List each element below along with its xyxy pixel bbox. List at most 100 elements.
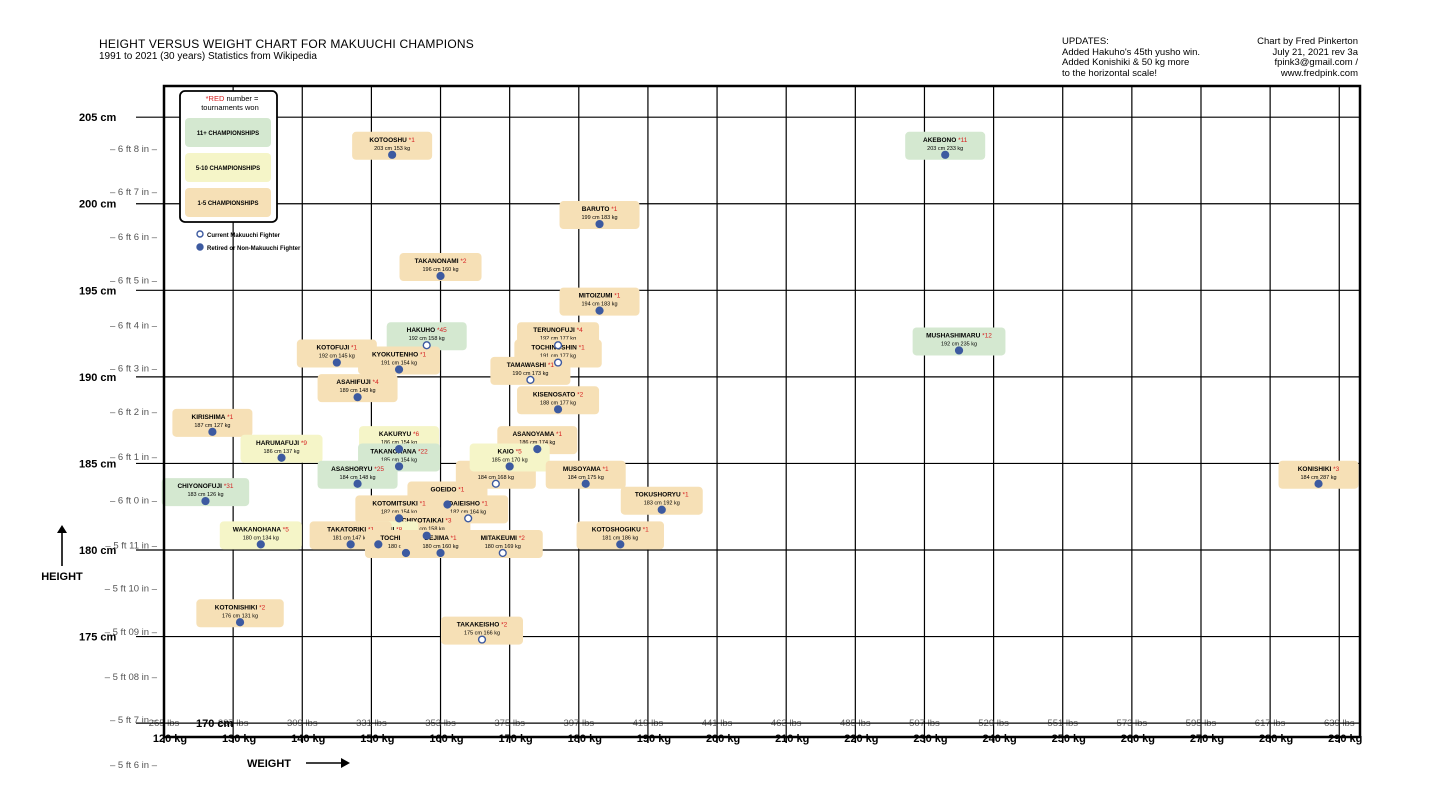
point-name: KONISHIKI *3	[1298, 466, 1340, 473]
point-name: HAKUHO *45	[407, 327, 447, 334]
point-stats: 181 cm 158 kg	[409, 527, 445, 533]
point-bubble	[219, 521, 302, 550]
credits-line: fpink3@gmail.com /	[1274, 57, 1358, 68]
point-name: CHIYONOFUJI *31	[177, 483, 233, 490]
point-stats: 185 cm 154 kg	[381, 457, 417, 463]
point-name: KAIO *5	[498, 448, 523, 455]
data-point-marker	[464, 514, 473, 523]
point-stats: 184 cm 168 kg	[478, 475, 514, 481]
point-bubble	[196, 599, 284, 628]
data-point-marker	[332, 358, 341, 367]
legend-current-label: Current Makuuchi Fighter	[207, 233, 281, 239]
point-bubble	[352, 131, 433, 160]
x-tick-label-kg: 160 kg	[429, 733, 463, 745]
point-name: BARUTO *1	[582, 206, 618, 213]
y-tick-label-ft: – 5 ft 6 in –	[110, 760, 158, 771]
chart-credits: Chart by Fred Pinkerton July 21, 2021 re…	[1205, 36, 1358, 79]
point-bubble	[240, 434, 323, 463]
point-stats: 192 cm 145 kg	[319, 354, 355, 360]
data-point-marker	[616, 540, 625, 549]
legend-retired-label: Retired or Non-Makuuchi Fighter	[207, 246, 301, 252]
data-point-label: CHIYONOFUJI *31 183 cm 126 kg	[161, 478, 250, 507]
data-point-marker	[401, 548, 411, 558]
data-point-marker	[436, 271, 445, 281]
legend: *RED number =tournaments won 11+ CHAMPION…	[179, 90, 278, 223]
x-tick-label-kg: 290 kg	[1328, 733, 1362, 745]
data-point-marker	[491, 479, 500, 488]
data-point-marker	[1314, 479, 1323, 488]
point-name: ASANOYAMA *1	[512, 431, 562, 438]
data-point-marker	[256, 540, 265, 549]
point-name: KYOKUTENHO *1	[372, 351, 427, 358]
point-stats: 184 cm 175 kg	[568, 475, 604, 481]
legend-retired-marker	[196, 243, 204, 251]
data-point-label: ASAHIFUJI *4 189 cm 148 kg	[317, 374, 398, 403]
point-bubble	[576, 521, 664, 550]
legend-swatch	[185, 153, 271, 182]
point-name: WAKANOHANA *5	[233, 526, 289, 533]
data-point-marker	[394, 445, 404, 454]
point-stats: 187 cm 127 kg	[194, 423, 230, 429]
data-point-label: KOTOOSHU *1 203 cm 153 kg	[352, 131, 433, 160]
point-stats: 191 cm 154 kg	[381, 360, 417, 366]
y-tick-label-ft: – 5 ft 08 in –	[105, 672, 158, 683]
point-bubble	[912, 327, 1006, 356]
point-name: CHIYOTAIKAI *3	[402, 518, 452, 525]
data-point-marker	[201, 496, 210, 506]
point-bubble	[441, 616, 524, 645]
point-stats: 191 cm 177 kg	[540, 354, 576, 360]
x-tick-label-kg: 120 kg	[153, 733, 187, 745]
point-stats: 185 cm 170 kg	[492, 457, 528, 463]
updates-line: Added Hakuho's 45th yusho win.	[1062, 46, 1201, 58]
point-name: TERUNOFUJI *4	[533, 327, 583, 334]
point-name: AKEBONO *11	[923, 137, 968, 144]
data-point-label: MITOIZUMI *1 194 cm 183 kg	[559, 287, 640, 316]
y-axis-arrow-head	[57, 525, 67, 533]
data-point-marker	[526, 375, 535, 384]
y-tick-label-ft: – 6 ft 3 in –	[110, 364, 158, 375]
x-tick-label-kg: 210 kg	[775, 733, 809, 745]
point-name: DEJIMA *1	[424, 535, 457, 542]
y-tick-label-cm: 175 cm	[79, 632, 117, 644]
point-name: KOTOFUJI *1	[316, 345, 357, 352]
x-tick-label-kg: 130 kg	[222, 733, 256, 745]
point-bubble	[1278, 460, 1359, 489]
point-bubble	[161, 478, 250, 507]
point-stats: 199 cm 183 kg	[581, 215, 617, 221]
point-bubble	[545, 460, 626, 489]
x-tick-label-kg: 180 kg	[568, 733, 602, 745]
data-point-label: TAKANONAMI *2 196 cm 160 kg	[399, 252, 482, 281]
y-tick-label-ft: – 5 ft 7 in –	[110, 715, 158, 726]
data-point-label: KOTOFUJI *1 192 cm 145 kg	[296, 339, 377, 368]
updates-line: Added Konishiki & 50 kg more	[1062, 57, 1190, 68]
data-point-marker	[505, 462, 514, 471]
updates-note: UPDATES: Added Hakuho's 45th yusho win. …	[1062, 36, 1201, 79]
y-tick-label-ft: – 6 ft 8 in –	[110, 144, 158, 155]
point-name: MITOIZUMI *1	[579, 293, 621, 300]
data-point-marker	[436, 548, 445, 558]
data-point-label: AKEBONO *11 203 cm 233 kg	[905, 131, 986, 160]
data-point-marker	[553, 405, 563, 414]
data-point-label: BARUTO *1 199 cm 183 kg	[559, 201, 640, 230]
point-name: MUSOYAMA *1	[563, 466, 609, 473]
data-point-marker	[595, 306, 604, 315]
credits-line: Chart by Fred Pinkerton	[1257, 36, 1358, 47]
point-stats: 182 cm 154 kg	[381, 509, 417, 515]
y-tick-label-ft: – 6 ft 4 in –	[110, 320, 158, 331]
point-stats: 186 cm 154 kg	[381, 440, 417, 446]
point-name: MUSHASHIMARU *12	[926, 332, 992, 339]
point-bubble	[490, 356, 571, 385]
point-stats: 188 cm 177 kg	[540, 400, 576, 406]
y-tick-label-cm: 185 cm	[79, 458, 117, 470]
legend-tier-label: 1-5 CHAMPIONSHIPS	[197, 201, 258, 207]
data-point-marker	[422, 531, 431, 540]
point-stats: 186 cm 137 kg	[263, 449, 299, 455]
y-tick-label-cm: 200 cm	[79, 199, 117, 211]
data-point-marker	[498, 548, 507, 558]
point-name: KOTOMITSUKI *1	[372, 500, 426, 507]
credits-line: www.fredpink.com	[1280, 67, 1358, 79]
point-stats: 192 cm 158 kg	[409, 336, 445, 342]
y-tick-label-ft: – 6 ft 2 in –	[110, 407, 158, 418]
x-tick-label-kg: 240 kg	[982, 733, 1016, 745]
